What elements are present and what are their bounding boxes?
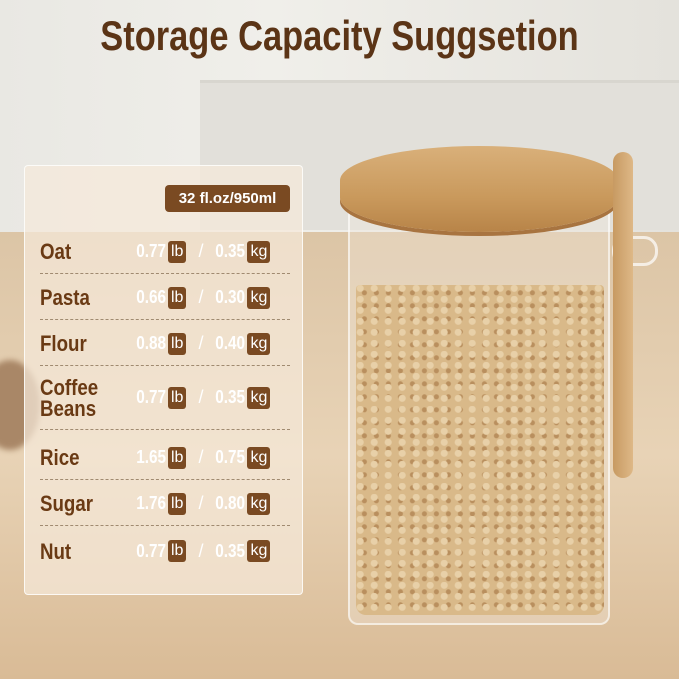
capacity-row: Coffee Beans 0.77 lb / 0.35 kg [40,366,290,430]
lb-unit: lb [168,386,187,409]
capacity-row: Flour 0.88 lb / 0.40 kg [40,322,290,366]
kg-value: 0.40 [215,333,246,353]
food-name: Oat [40,239,72,264]
food-name: Sugar [40,491,94,516]
separator: / [198,447,204,467]
lb-value: 0.88 [136,333,166,353]
lb-value: 0.66 [136,287,166,307]
kg-value: 0.30 [215,287,246,307]
food-name: Pasta [40,285,90,310]
separator: / [198,493,204,513]
separator: / [198,287,204,307]
kg-unit: kg [247,286,271,309]
kg-unit: kg [247,386,271,409]
kg-value: 0.35 [215,540,246,561]
capacity-row: Nut 0.77 lb / 0.35 kg [40,529,290,573]
capacity-row: Oat 0.77 lb / 0.35 kg [40,230,290,274]
bamboo-lid [340,146,618,232]
food-name: Rice [40,445,80,470]
lb-value: 1.76 [136,493,166,513]
kg-value: 0.35 [215,387,246,407]
food-name: Flour [40,331,87,356]
lb-unit: lb [168,240,187,263]
kg-unit: kg [247,492,271,515]
lb-value: 1.65 [136,447,166,467]
lb-unit: lb [168,446,187,469]
lb-value: 0.77 [136,540,166,561]
lb-value: 0.77 [136,241,166,261]
separator: / [198,540,204,561]
kg-value: 0.75 [215,447,246,467]
capacity-row: Sugar 1.76 lb / 0.80 kg [40,482,290,526]
lb-unit: lb [168,332,187,355]
capacity-panel [24,165,303,595]
separator: / [198,387,204,407]
kg-value: 0.35 [215,241,246,261]
capacity-badge: 32 fl.oz/950ml [165,185,290,212]
kg-unit: kg [247,240,271,263]
food-name: Nut [40,538,72,564]
lb-unit: lb [168,540,187,562]
separator: / [198,333,204,353]
kg-unit: kg [247,540,271,562]
kg-value: 0.80 [215,493,246,513]
food-name: Coffee Beans [40,374,99,421]
oats-content [356,285,604,615]
capacity-row: Rice 1.65 lb / 0.75 kg [40,436,290,480]
lb-unit: lb [168,286,187,309]
lb-value: 0.77 [136,387,166,407]
separator: / [198,241,204,261]
page-title: Storage Capacity Suggsetion [100,12,579,59]
bamboo-spoon [613,152,633,478]
capacity-row: Pasta 0.66 lb / 0.30 kg [40,276,290,320]
kg-unit: kg [247,446,271,469]
lb-unit: lb [168,492,187,515]
kg-unit: kg [247,332,271,355]
